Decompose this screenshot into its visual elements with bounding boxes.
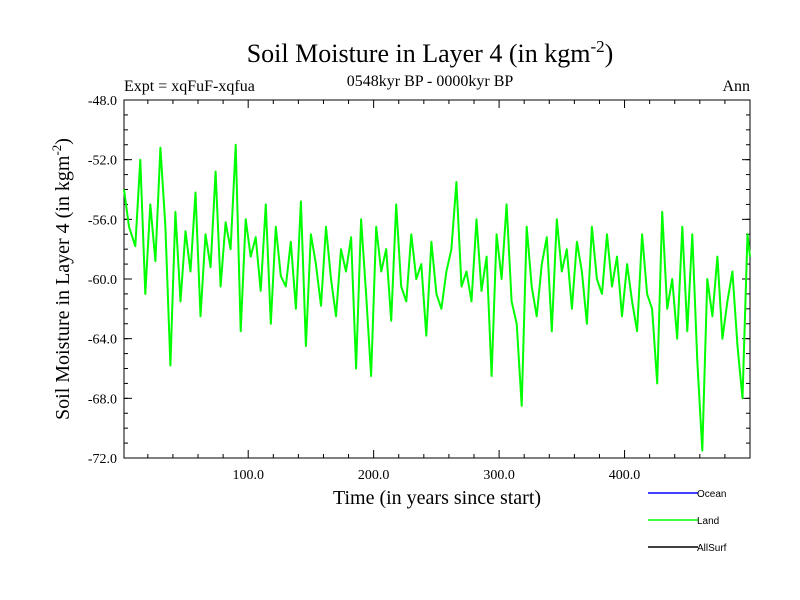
y-axis-label: Soil Moisture in Layer 4 (in kgm-2) [49,138,74,420]
subtitle-right: Ann [722,78,750,95]
series-line-land [123,143,751,452]
legend: Ocean Land AllSurf [648,489,727,554]
legend-label-ocean: Ocean [697,489,726,500]
y-tick-label: -72.0 [88,452,117,467]
x-tick-label: 200.0 [358,468,390,483]
plot-frame [123,99,751,459]
x-tick-label: 100.0 [232,468,264,483]
subtitle-left: Expt = xqFuF-xqfua [124,78,255,95]
y-axis-label-main: Soil Moisture in Layer 4 (in kgm [52,155,74,420]
x-tick-label: 400.0 [609,468,641,483]
legend-label-land: Land [697,516,719,527]
y-tick-label: -60.0 [88,273,117,288]
y-tick-label: -48.0 [88,94,117,109]
legend-label-allsurf: AllSurf [697,543,727,554]
chart-title-main: Soil Moisture in Layer 4 (in kgm [247,39,591,68]
y-axis-label-superscript: -2 [49,145,64,156]
chart-title-superscript: -2 [590,37,604,56]
y-axis-label-close: ) [52,138,74,145]
x-tick-label: 300.0 [483,468,515,483]
y-tick-label: -64.0 [88,333,117,348]
y-axis: -48.0 -52.0 -56.0 -60.0 -64.0 -68.0 -72.0 [88,94,750,467]
x-axis-label: Time (in years since start) [333,487,541,509]
subtitle-center: 0548kyr BP - 0000kyr BP [347,73,514,90]
y-tick-label: -52.0 [88,154,117,169]
chart-title-close: ) [605,39,614,68]
y-tick-label: -68.0 [88,392,117,407]
x-axis: 100.0 200.0 300.0 400.0 [147,100,726,483]
y-tick-label: -56.0 [88,213,117,228]
chart-title: Soil Moisture in Layer 4 (in kgm-2) [247,37,614,68]
